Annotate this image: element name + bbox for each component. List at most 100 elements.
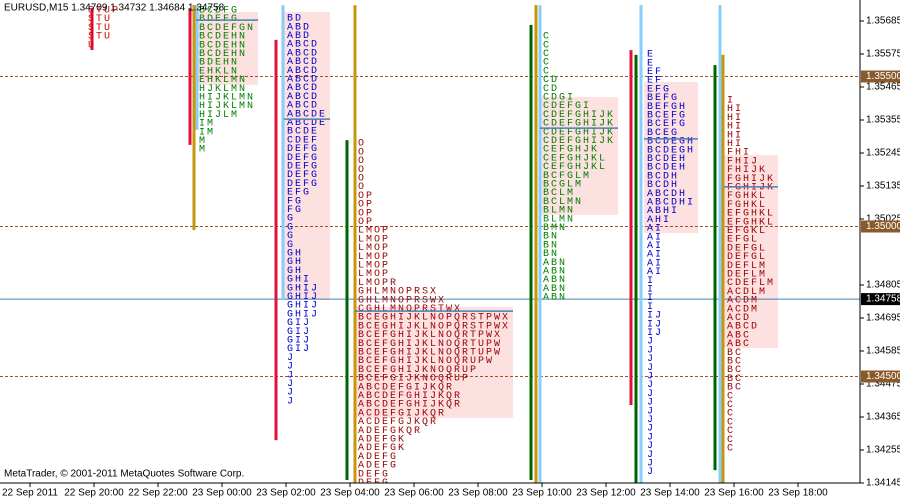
- tpo-row: AI: [647, 232, 663, 243]
- value-area: [196, 12, 258, 85]
- tpo-row: CD: [543, 75, 559, 86]
- tpo-row: HI: [727, 139, 743, 150]
- tpo-row: ABD: [287, 31, 311, 42]
- tpo-row: CEFGHJKL: [543, 162, 607, 173]
- tpo-row: ABCD: [287, 83, 319, 94]
- level-label: 1.35500: [866, 71, 900, 82]
- tpo-row: ABC: [727, 330, 751, 341]
- tpo-row: EFGKL: [727, 226, 767, 237]
- tpo-row: J: [287, 353, 295, 364]
- tpo-row: EF: [647, 67, 663, 78]
- tpo-row: STUP: [88, 6, 120, 17]
- tpo-row: BCDEHN: [199, 49, 247, 60]
- tpo-row: G: [287, 231, 295, 242]
- tpo-row: GHLMNOPRSX: [358, 287, 438, 298]
- value-area: [284, 12, 330, 300]
- tpo-row: ADEFG: [358, 461, 398, 472]
- tpo-row: FHI: [727, 148, 751, 159]
- tpo-row: ABCD: [287, 66, 319, 77]
- tpo-row: DEFLM: [727, 270, 767, 281]
- tpo-row: ABCD: [287, 40, 319, 51]
- tpo-row: J: [647, 345, 655, 356]
- tpo-row: LMOP: [358, 243, 390, 254]
- tpo-row: STU: [88, 14, 112, 25]
- tpo-row: M: [199, 136, 207, 147]
- tpo-row: EHKLN: [199, 66, 239, 77]
- tpo-row: ABCDEFGIJKQR: [358, 382, 454, 393]
- tpo-row: ACDEFGIJKQR: [358, 408, 446, 419]
- tpo-row: J: [647, 432, 655, 443]
- y-tick-label: 1.35245: [866, 148, 900, 159]
- tpo-row: BLMN: [543, 214, 575, 225]
- tpo-row: J: [647, 459, 655, 470]
- tpo-row: ABCD: [287, 101, 319, 112]
- tpo-row: CDEF: [287, 135, 319, 146]
- tpo-row: FGHIJK: [727, 174, 775, 185]
- tpo-row: AI: [647, 267, 663, 278]
- tpo-row: BEFGH: [647, 102, 687, 113]
- tpo-row: BD: [287, 14, 303, 25]
- tpo-row: ABN: [543, 284, 567, 295]
- x-tick-label: 22 Sep 2011: [2, 488, 58, 499]
- tpo-row: C: [543, 40, 551, 51]
- x-tick-label: 23 Sep 04:00: [320, 488, 380, 499]
- tpo-row: HI: [727, 104, 743, 115]
- tpo-row: I: [647, 293, 655, 304]
- y-tick-label: 1.34145: [866, 478, 900, 489]
- tpo-row: ACDM: [727, 296, 759, 307]
- tpo-row: ABN: [543, 293, 567, 304]
- tpo-row: HI: [727, 130, 743, 141]
- tpo-row: I: [647, 302, 655, 313]
- tpo-row: C: [543, 49, 551, 60]
- tpo-row: I: [727, 96, 735, 107]
- y-tick-label: 1.34585: [866, 346, 900, 357]
- tpo-row: ADEFGK: [358, 443, 406, 454]
- tpo-row: E: [647, 58, 655, 69]
- tpo-row: ABCDH: [647, 189, 687, 200]
- tpo-row: DEFGL: [727, 252, 767, 263]
- tpo-row: EFG: [287, 188, 311, 199]
- tpo-row: BCGLM: [543, 180, 583, 191]
- y-tick-label: 1.34475: [866, 379, 900, 390]
- tpo-row: HIJLM: [199, 110, 239, 121]
- tpo-row: BN: [543, 240, 559, 251]
- tpo-row: BEFG: [647, 93, 679, 104]
- tpo-row: DEFG: [287, 153, 319, 164]
- tpo-row: BCDEGH: [647, 137, 695, 148]
- tpo-row: O: [358, 182, 366, 193]
- tpo-row: BC: [727, 357, 743, 368]
- tpo-row: BC: [727, 365, 743, 376]
- x-tick-label: 22 Sep 20:00: [64, 488, 124, 499]
- tpo-row: AI: [647, 241, 663, 252]
- tpo-row: BCEFG: [647, 119, 687, 130]
- tpo-row: J: [647, 467, 655, 478]
- tpo-row: ADEFGK: [358, 435, 406, 446]
- tpo-row: IJ: [647, 311, 663, 322]
- current-price-bg: [861, 293, 900, 306]
- x-tick-label: 23 Sep 02:00: [256, 488, 316, 499]
- tpo-row: CGHLMNOPRSTWX: [358, 304, 462, 315]
- tpo-row: CD: [543, 84, 559, 95]
- tpo-row: CDEFGHIJK: [543, 119, 615, 130]
- tpo-row: E: [647, 50, 655, 61]
- tpo-row: GHIJ: [287, 283, 319, 294]
- tpo-row: EHKLMN: [199, 75, 247, 86]
- tpo-row: GIJ: [287, 344, 311, 355]
- tpo-row: BMN: [543, 223, 567, 234]
- tpo-row: AI: [647, 258, 663, 269]
- tpo-row: C: [543, 66, 551, 77]
- tpo-row: STU: [88, 32, 112, 43]
- tpo-row: C: [727, 426, 735, 437]
- tpo-row: IJ: [647, 328, 663, 339]
- tpo-row: IM: [199, 119, 215, 130]
- tpo-row: CDEFGHIJK: [543, 136, 615, 147]
- tpo-row: J: [647, 406, 655, 417]
- x-tick-label: 23 Sep 06:00: [384, 488, 444, 499]
- tpo-row: OP: [358, 217, 374, 228]
- plot-area: STUPSTUSTUSTUUBCDFGBDEFGBCDEFGNBCDEHNBCD…: [0, 5, 860, 483]
- tpo-row: DEFLM: [727, 261, 767, 272]
- tpo-row: J: [287, 388, 295, 399]
- tpo-row: BN: [543, 232, 559, 243]
- tpo-row: ADEFG: [358, 452, 398, 463]
- tpo-row: C: [543, 32, 551, 43]
